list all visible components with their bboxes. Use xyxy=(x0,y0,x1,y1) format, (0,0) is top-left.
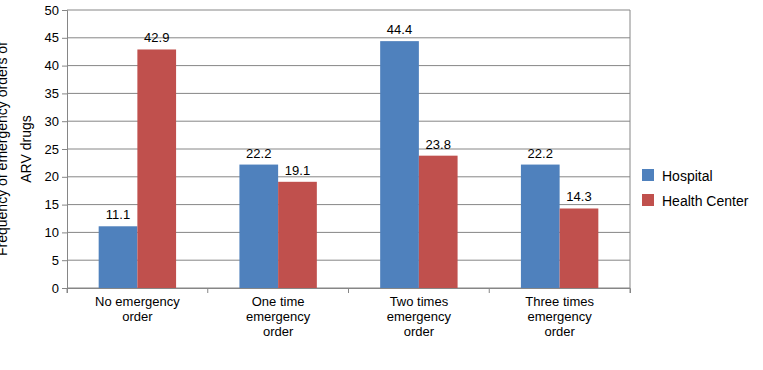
tick: 0 xyxy=(52,281,67,296)
tick-mark xyxy=(62,288,67,289)
tick-label: 35 xyxy=(45,86,59,101)
tick-label: 0 xyxy=(52,281,59,296)
category-separator xyxy=(348,288,349,293)
bar xyxy=(560,208,599,288)
data-label: 23.8 xyxy=(426,137,451,152)
category-tick: No emergencyorder xyxy=(95,288,180,324)
bar xyxy=(278,182,317,288)
tick: 10 xyxy=(45,225,67,240)
data-label: 19.1 xyxy=(285,163,310,178)
data-label: 22.2 xyxy=(528,146,553,161)
data-label: 44.4 xyxy=(387,22,412,37)
bar xyxy=(239,165,278,288)
tick-label: 10 xyxy=(45,225,59,240)
category-tick: Three timesemergencyorder xyxy=(525,288,594,339)
tick-label: 25 xyxy=(45,142,59,157)
tick-label: 5 xyxy=(52,253,59,268)
tick-mark xyxy=(62,121,67,122)
tick-label: 45 xyxy=(45,30,59,45)
tick: 50 xyxy=(45,3,67,18)
tick: 30 xyxy=(45,114,67,129)
grid xyxy=(67,10,630,288)
bars xyxy=(99,41,599,288)
chart: 11.1 22.2 44.4 22.2 42.9 19.1 23.8 14.3 0 5 10 15 20… xyxy=(0,0,763,370)
data-label: 14.3 xyxy=(566,189,591,204)
grid-line xyxy=(67,10,630,11)
tick-mark xyxy=(62,205,67,206)
legend: Hospital Health Center xyxy=(642,168,749,209)
tick-label: One timeemergencyorder xyxy=(246,294,311,339)
legend-label: Health Center xyxy=(662,193,749,209)
tick-mark xyxy=(62,66,67,67)
tick-label: Three timesemergencyorder xyxy=(525,294,594,339)
category-tick: Two timesemergencyorder xyxy=(387,288,452,339)
data-label: 22.2 xyxy=(246,146,271,161)
bar xyxy=(419,156,458,288)
bar xyxy=(380,41,419,288)
bar xyxy=(521,165,560,288)
category-separator xyxy=(630,288,631,293)
data-labels: 11.1 22.2 44.4 22.2 42.9 19.1 23.8 14.3 xyxy=(106,22,592,222)
tick-mark xyxy=(62,177,67,178)
tick-mark xyxy=(62,10,67,11)
data-label: 42.9 xyxy=(144,30,169,45)
tick-label: 40 xyxy=(45,58,59,73)
plot-frame xyxy=(630,10,631,288)
category-separator xyxy=(67,288,68,293)
bar xyxy=(99,226,138,288)
tick: 40 xyxy=(45,58,67,73)
tick-label: 30 xyxy=(45,114,59,129)
x-axis: No emergencyorder One timeemergencyorder T… xyxy=(67,288,631,339)
tick-mark xyxy=(62,38,67,39)
category-separator xyxy=(207,288,208,293)
legend-swatch xyxy=(642,194,654,206)
axis-line xyxy=(62,11,68,289)
y-axis: 0 5 10 15 20 25 30 35 40 45 50 xyxy=(45,3,68,296)
tick: 5 xyxy=(52,253,67,268)
data-label: 11.1 xyxy=(106,207,130,222)
legend-label: Hospital xyxy=(662,168,713,184)
tick-mark xyxy=(62,260,67,261)
tick: 20 xyxy=(45,169,67,184)
axis-line xyxy=(68,289,631,294)
tick-mark xyxy=(62,149,67,150)
tick: 45 xyxy=(45,30,67,45)
tick-label: No emergencyorder xyxy=(95,294,180,324)
tick-label: 50 xyxy=(45,3,59,18)
tick-label: 20 xyxy=(45,169,59,184)
category-tick: One timeemergencyorder xyxy=(246,288,311,339)
legend-swatch xyxy=(642,169,654,181)
tick-label: Two timesemergencyorder xyxy=(387,294,452,339)
tick-mark xyxy=(62,93,67,94)
tick: 35 xyxy=(45,86,67,101)
tick-mark xyxy=(62,232,67,233)
bar xyxy=(137,49,176,288)
plot: 11.1 22.2 44.4 22.2 42.9 19.1 23.8 14.3 0 5 10 15 20… xyxy=(45,3,631,340)
category-separator xyxy=(489,288,490,293)
tick-label: 15 xyxy=(45,197,59,212)
legend-item: Health Center xyxy=(642,193,749,209)
y-axis-title: Frequency of emergency orders ofARV drug… xyxy=(0,42,34,256)
tick: 15 xyxy=(45,197,67,212)
tick: 25 xyxy=(45,142,67,157)
legend-item: Hospital xyxy=(642,168,713,184)
